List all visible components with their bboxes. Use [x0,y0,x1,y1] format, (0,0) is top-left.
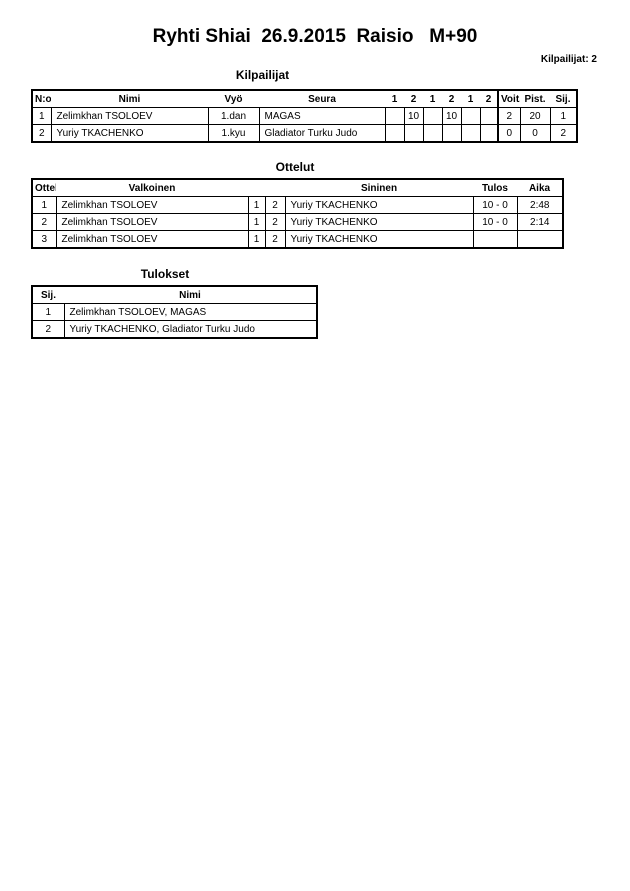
table-cell: 0 [519,124,551,143]
column-header [265,179,285,197]
table-cell [472,230,518,249]
column-header: Vyö [208,90,259,108]
table-cell: 20 [519,107,551,125]
table-cell: 1 [247,213,266,231]
table-cell: 2 [31,320,65,339]
table-cell [441,124,462,143]
table-cell [422,107,443,125]
table-cell: Zelimkhan TSOLOEV [55,196,249,214]
column-header: Seura [259,90,385,108]
column-header: Sij. [32,286,64,304]
column-header: Tulos [473,179,517,197]
results-heading: Tulokset [140,267,190,281]
column-header: Nimi [64,286,317,304]
column-header: 1 [461,90,480,108]
table-cell: Yuriy TKACHENKO, Gladiator Turku Judo [63,320,318,339]
table-cell: 1.dan [207,107,260,125]
competitor-count: Kilpailijat: 2 [540,54,597,65]
table-cell [460,107,481,125]
table-cell: 2 [497,107,521,125]
table-cell: Yuriy TKACHENKO [50,124,209,143]
table-cell: Gladiator Turku Judo [258,124,386,143]
table-row: 1 Zelimkhan TSOLOEV 1.dan MAGAS 10 10 2 20 1 [31,107,578,125]
table-cell: 2:14 [516,213,564,231]
table-cell: 2 [264,196,286,214]
table-cell: 2 [264,213,286,231]
table-cell: 0 [497,124,521,143]
column-header: 2 [442,90,461,108]
table-cell: 2 [549,124,578,143]
table-cell: 10 [441,107,462,125]
column-header: Valkoinen [56,179,248,197]
column-header [248,179,265,197]
column-header: Ottelu [32,179,56,197]
column-header: 2 [480,90,498,108]
table-cell: 1.kyu [207,124,260,143]
table-cell: Yuriy TKACHENKO [284,196,474,214]
table-cell: Zelimkhan TSOLOEV [50,107,209,125]
column-header: N:o [32,90,51,108]
table-cell [384,107,405,125]
table-cell: 2 [31,213,57,231]
column-header: Sininen [285,179,473,197]
table-cell: 10 [403,107,424,125]
column-header: Nimi [51,90,208,108]
table-cell: 1 [247,196,266,214]
table-cell: 10 - 0 [472,213,518,231]
table-cell: 10 - 0 [472,196,518,214]
table-row: 2 Yuriy TKACHENKO, Gladiator Turku Judo [31,320,318,339]
table-cell [422,124,443,143]
table-cell [479,124,499,143]
column-header: Sij. [550,90,577,108]
table-cell [403,124,424,143]
column-header: Voit. [497,90,520,108]
results-table: Sij. Nimi 1 Zelimkhan TSOLOEV, MAGAS 2 Yuriy … [31,285,318,339]
table-cell: Zelimkhan TSOLOEV, MAGAS [63,303,318,321]
table-row: 2 Zelimkhan TSOLOEV 1 2 Yuriy TKACHENKO 10 - … [31,213,564,231]
table-cell: Yuriy TKACHENKO [284,213,474,231]
column-header: 2 [404,90,423,108]
table-cell: 3 [31,230,57,249]
table-row: 1 Zelimkhan TSOLOEV, MAGAS [31,303,318,321]
table-cell: 1 [549,107,578,125]
table-cell: Zelimkhan TSOLOEV [55,230,249,249]
table-cell: Zelimkhan TSOLOEV [55,213,249,231]
table-cell: Yuriy TKACHENKO [284,230,474,249]
table-cell [384,124,405,143]
table-row: 3 Zelimkhan TSOLOEV 1 2 Yuriy TKACHENKO [31,230,564,249]
matches-table: OtteluValkoinenSininenTulosAika1Zelimkha… [31,178,564,249]
table-cell: MAGAS [258,107,386,125]
table-cell: 1 [31,107,52,125]
competitors-table: N:o Nimi Vyö Seura 1 2 1 2 1 2 Voit. Pist. Sij. 1 Zeli… [31,89,578,143]
table-row: 2 Yuriy TKACHENKO 1.kyu Gladiator Turku Jud… [31,124,578,143]
table-cell: 1 [31,196,57,214]
table-cell [516,230,564,249]
column-header: Aika [517,179,563,197]
table-cell: 2:48 [516,196,564,214]
column-header: Pist. [520,90,550,108]
table-cell [460,124,481,143]
table-cell: 1 [31,303,65,321]
table-cell [479,107,499,125]
column-header: 1 [423,90,442,108]
table-cell: 2 [31,124,52,143]
column-header: 1 [385,90,404,108]
competitors-heading: Kilpailijat [235,68,290,82]
table-row: 1 Zelimkhan TSOLOEV 1 2 Yuriy TKACHENKO 10 - … [31,196,564,214]
table-cell: 2 [264,230,286,249]
table-cell: 1 [247,230,266,249]
page-title: Ryhti Shiai 26.9.2015 Raisio M+90 [152,26,478,47]
matches-heading: Ottelut [275,160,315,174]
